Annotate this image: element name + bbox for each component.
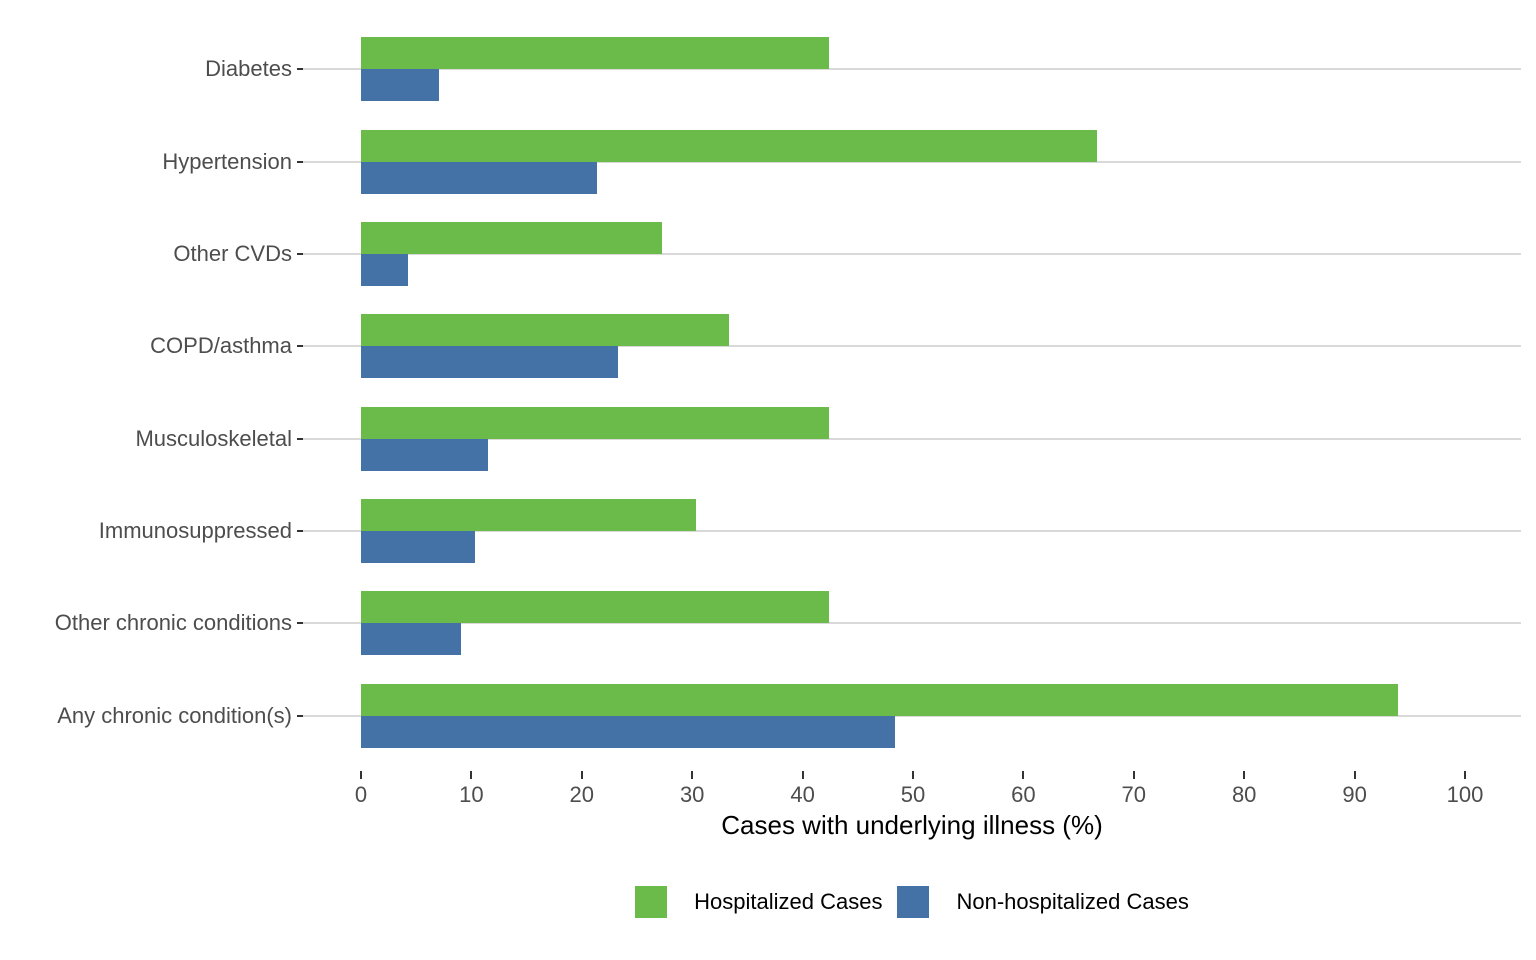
category-label: Other CVDs xyxy=(173,241,292,267)
bar-non-hospitalized-cases-musculoskeletal xyxy=(361,438,488,471)
x-axis-tick-label: 10 xyxy=(459,782,484,807)
y-axis-tick xyxy=(297,253,303,256)
legend-label-hospitalized-cases: Hospitalized Cases xyxy=(694,889,883,914)
category-gridline xyxy=(303,437,1521,440)
x-axis-tick xyxy=(801,771,804,779)
category-label: Diabetes xyxy=(205,56,292,82)
y-axis-tick xyxy=(297,622,303,625)
category-gridline xyxy=(303,253,1521,256)
x-axis-tick xyxy=(912,771,914,779)
x-axis-tick xyxy=(360,771,362,779)
x-axis-tick xyxy=(1243,771,1246,779)
x-axis-tick xyxy=(580,771,583,779)
category-label: COPD/asthma xyxy=(150,333,292,359)
x-axis-tick xyxy=(1022,771,1025,779)
y-axis-tick xyxy=(297,345,303,348)
x-axis-tick-label: 100 xyxy=(1446,782,1484,807)
category-label: Immunosuppressed xyxy=(98,517,292,543)
x-axis-tick-label: 90 xyxy=(1342,782,1367,807)
category-gridline xyxy=(303,529,1521,532)
y-axis-tick xyxy=(297,160,303,163)
y-axis-tick xyxy=(297,68,303,71)
legend-entry-hospitalized-cases: Hospitalized Cases xyxy=(635,886,882,918)
bar-hospitalized-cases-any-chronic-condition-s xyxy=(361,683,1398,716)
bar-hospitalized-cases-diabetes xyxy=(361,37,829,70)
legend-label-non-hospitalized-cases: Non-hospitalized Cases xyxy=(956,889,1189,914)
y-axis-tick xyxy=(297,714,303,717)
category-gridline xyxy=(303,160,1521,163)
category-label: Hypertension xyxy=(162,148,292,174)
bar-non-hospitalized-cases-hypertension xyxy=(361,161,597,194)
x-axis-tick-label: 50 xyxy=(900,782,926,807)
x-axis-tick xyxy=(1353,771,1356,779)
bar-non-hospitalized-cases-other-chronic-conditions xyxy=(361,623,461,656)
legend-swatch-hospitalized-cases xyxy=(635,886,668,918)
legend-entry-non-hospitalized-cases: Non-hospitalized Cases xyxy=(897,886,1189,918)
bar-non-hospitalized-cases-diabetes xyxy=(361,69,439,102)
x-axis-tick-label: 40 xyxy=(790,782,815,807)
x-axis-tick xyxy=(470,771,473,779)
x-axis-tick-label: 30 xyxy=(679,782,705,807)
bar-hospitalized-cases-other-cvds xyxy=(361,222,662,255)
x-axis-title: Cases with underlying illness (%) xyxy=(721,810,1103,840)
x-axis-tick-label: 60 xyxy=(1011,782,1036,807)
bar-hospitalized-cases-copd-asthma xyxy=(361,314,729,347)
legend-swatch-non-hospitalized-cases xyxy=(897,886,930,918)
bar-hospitalized-cases-hypertension xyxy=(361,129,1097,162)
bar-hospitalized-cases-other-chronic-conditions xyxy=(361,591,829,624)
x-axis-tick-label: 0 xyxy=(354,782,368,807)
x-axis-tick xyxy=(691,771,694,779)
x-axis-tick-label: 70 xyxy=(1121,782,1147,807)
bar-non-hospitalized-cases-immunosuppressed xyxy=(361,530,475,563)
category-gridline xyxy=(303,345,1521,348)
x-axis-tick xyxy=(1464,771,1466,779)
bar-non-hospitalized-cases-other-cvds xyxy=(361,254,408,287)
x-axis-tick-label: 80 xyxy=(1231,782,1257,807)
x-axis-tick-label: 20 xyxy=(569,782,595,807)
category-label: Musculoskeletal xyxy=(135,425,292,451)
y-axis-tick xyxy=(297,529,303,532)
category-label: Any chronic condition(s) xyxy=(57,702,292,728)
category-gridline xyxy=(303,714,1521,717)
legend: Hospitalized Cases Non-hospitalized Cases xyxy=(303,884,1521,920)
bar-non-hospitalized-cases-any-chronic-condition-s xyxy=(361,715,895,748)
bar-hospitalized-cases-musculoskeletal xyxy=(361,406,829,439)
bar-hospitalized-cases-immunosuppressed xyxy=(361,498,696,531)
y-axis-tick xyxy=(297,437,303,440)
category-gridline xyxy=(303,622,1521,625)
category-label: Other chronic conditions xyxy=(54,610,292,636)
x-axis-tick xyxy=(1132,771,1135,779)
category-gridline xyxy=(303,68,1521,71)
bar-non-hospitalized-cases-copd-asthma xyxy=(361,346,618,379)
